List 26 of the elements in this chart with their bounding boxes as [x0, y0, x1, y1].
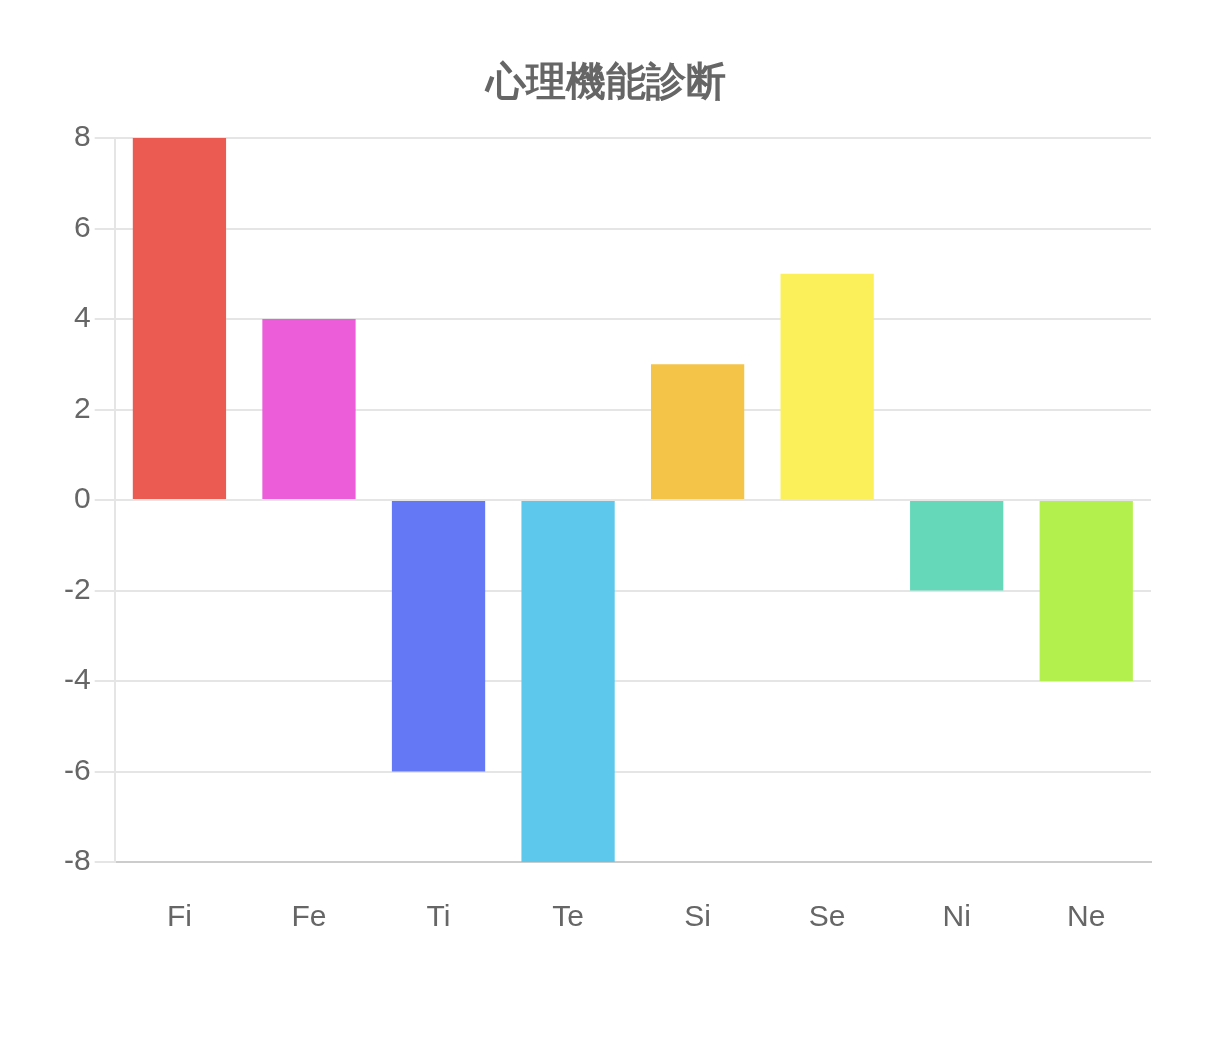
y-tick-label: 0 — [73, 481, 91, 515]
bar — [521, 501, 615, 862]
y-tick-label: 2 — [73, 390, 91, 424]
x-tick-label: Ni — [942, 899, 971, 933]
x-tick-label: Fi — [166, 899, 192, 933]
bar — [650, 364, 745, 499]
y-tick-label: 8 — [73, 119, 91, 153]
chart-title: 心理機能診断 — [483, 59, 726, 104]
y-tick-label: 6 — [73, 209, 91, 243]
y-tick-label: -8 — [63, 843, 91, 877]
bar — [262, 319, 356, 499]
x-tick-label: Ne — [1067, 899, 1106, 933]
x-tick-label: Se — [808, 899, 846, 933]
x-tick-label: Si — [684, 899, 711, 933]
bar — [391, 501, 486, 772]
bar — [780, 273, 874, 499]
bar — [132, 138, 227, 499]
bar — [910, 501, 1004, 591]
y-tick-label: -4 — [63, 662, 91, 696]
x-tick-label: Te — [552, 899, 584, 933]
x-tick-label: Fe — [291, 899, 327, 933]
y-tick-label: -6 — [63, 752, 91, 786]
x-tick-label: Ti — [426, 899, 451, 933]
y-tick-label: 4 — [73, 300, 91, 334]
y-tick-label: -2 — [63, 571, 91, 605]
bar — [1039, 501, 1133, 681]
